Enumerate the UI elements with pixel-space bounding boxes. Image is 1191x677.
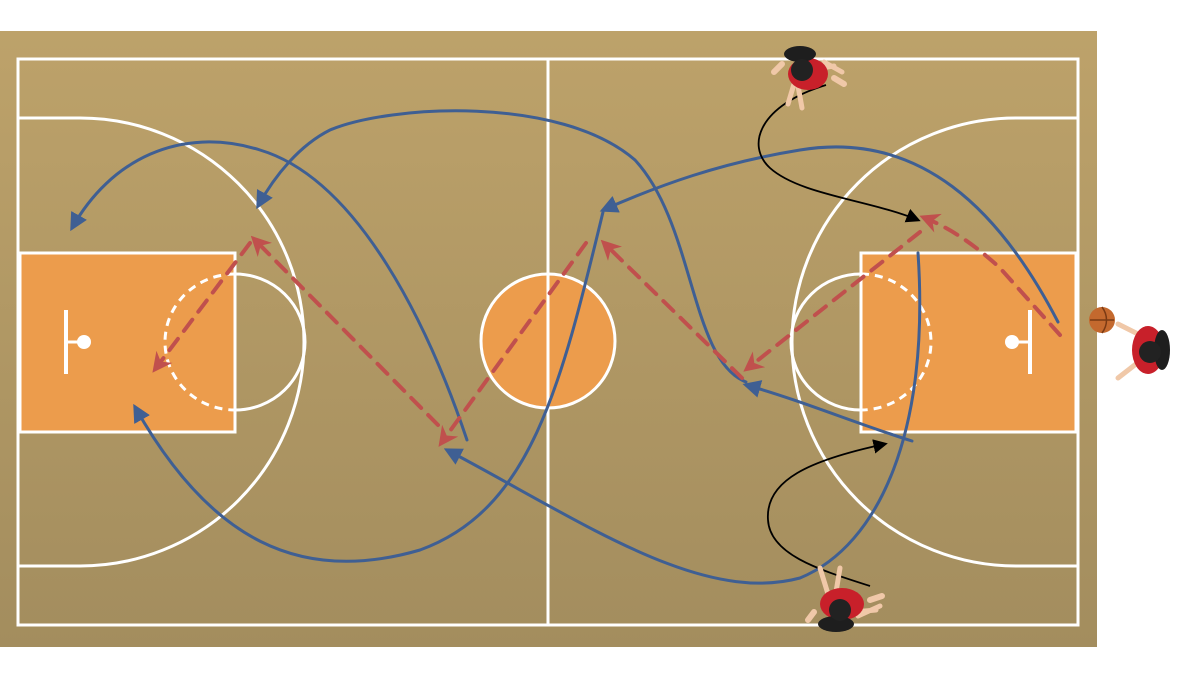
paint-left	[18, 251, 237, 434]
cut-path-center-to-left-wing-top	[70, 140, 469, 442]
pass-left-elbow-to-post	[152, 241, 252, 373]
pass-elbow-to-top-center	[600, 239, 744, 380]
player-right-with-ball	[1089, 306, 1170, 381]
free-throw-circle-left-dashed	[163, 272, 236, 412]
free-throw-circle-right-solid	[789, 272, 862, 412]
basket-right	[1005, 310, 1032, 374]
pass-left-slot-to-left-elbow	[250, 235, 440, 427]
cut-path-long-loop-to-left	[256, 109, 748, 384]
player-paths	[70, 109, 1060, 585]
cut-path-top-center-to-left-wing	[133, 210, 605, 563]
player-bottom	[805, 565, 885, 632]
free-throw-circle-right-dashed	[860, 272, 933, 412]
court	[0, 31, 1097, 647]
dribble-paths	[757, 84, 921, 587]
paint-right	[859, 251, 1078, 434]
pass-corner-to-right-wing	[919, 213, 1062, 337]
cut-path-right-corner-to-top-center	[599, 145, 1060, 324]
pass-right-wing-to-elbow	[743, 230, 922, 372]
dribble-bottom-player	[767, 439, 888, 587]
basket-left	[64, 310, 91, 374]
player-top	[771, 46, 847, 111]
cut-path-lane-to-center	[443, 251, 922, 585]
dribble-top-player	[757, 84, 921, 223]
free-throw-circle-left-solid	[234, 272, 307, 412]
pass-top-center-to-left-slot	[438, 241, 588, 447]
cut-path-elbow-to-left-corner	[742, 380, 914, 443]
pass-paths	[152, 213, 1062, 447]
